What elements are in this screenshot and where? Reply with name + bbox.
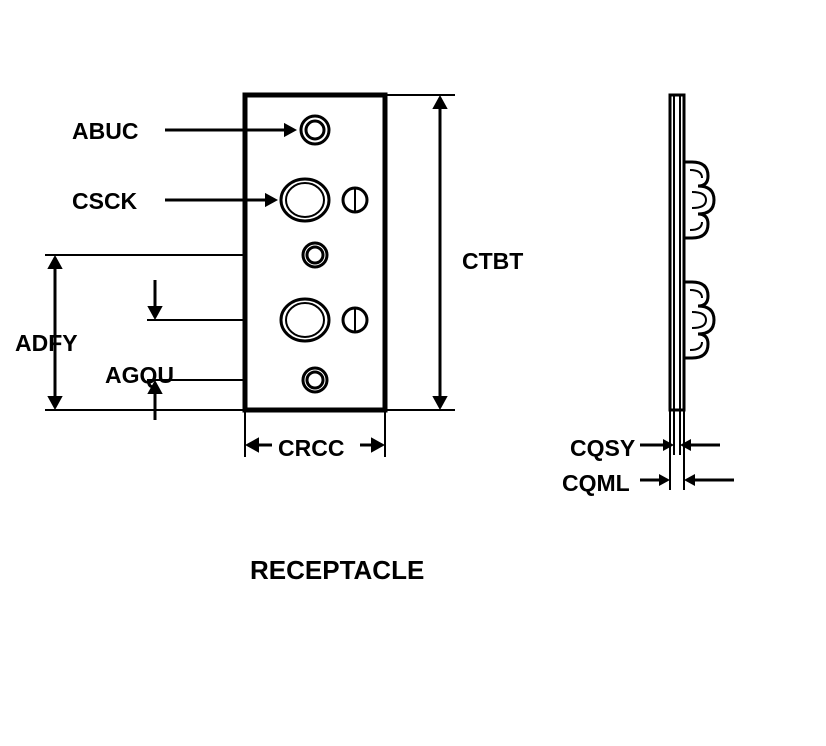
label-agqu: AGQU (105, 362, 174, 389)
label-crcc: CRCC (278, 435, 344, 462)
diagram-canvas: ABUC CSCK ADFY AGQU CTBT CRCC CQSY CQML … (0, 0, 826, 746)
title: RECEPTACLE (250, 555, 424, 586)
label-cqml: CQML (562, 470, 630, 497)
label-cqsy: CQSY (570, 435, 635, 462)
label-ctbt: CTBT (462, 248, 523, 275)
label-abuc: ABUC (72, 118, 138, 145)
label-csck: CSCK (72, 188, 137, 215)
label-adfy: ADFY (15, 330, 78, 357)
